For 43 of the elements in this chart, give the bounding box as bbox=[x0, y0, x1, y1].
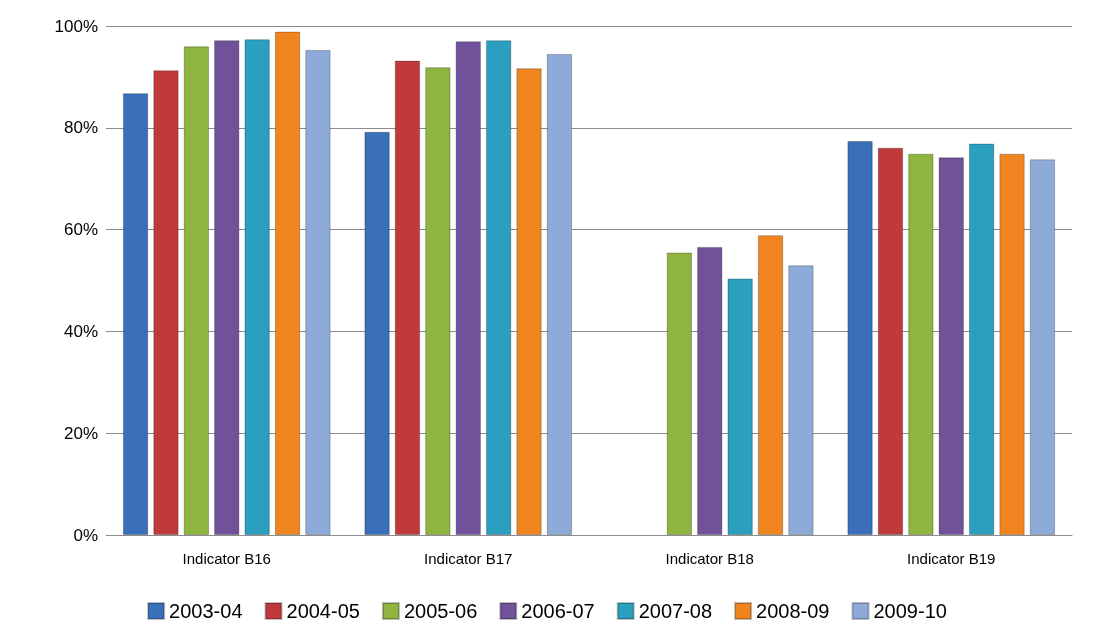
x-tick-label: Indicator B17 bbox=[424, 550, 513, 567]
y-tick-label: 20% bbox=[63, 423, 98, 443]
bar bbox=[122, 93, 149, 535]
x-tick-label: Indicator B16 bbox=[182, 550, 271, 567]
bar bbox=[425, 67, 451, 535]
y-tick-label: 100% bbox=[54, 16, 98, 36]
bar bbox=[877, 147, 904, 535]
bar bbox=[546, 54, 573, 535]
bar bbox=[214, 40, 240, 535]
bar bbox=[666, 252, 693, 535]
legend-label: 2003-04 bbox=[169, 600, 243, 622]
bar bbox=[274, 31, 301, 535]
bar bbox=[788, 265, 814, 535]
legend-label: 2007-08 bbox=[638, 600, 713, 622]
x-tick-label: Indicator B19 bbox=[907, 550, 996, 567]
bar bbox=[394, 60, 421, 535]
y-tick-label: 60% bbox=[63, 220, 98, 240]
bar bbox=[968, 143, 995, 535]
bar bbox=[516, 68, 542, 535]
bar bbox=[999, 153, 1025, 535]
bar bbox=[757, 235, 784, 535]
legend-label: 2004-05 bbox=[286, 600, 360, 622]
bar bbox=[727, 278, 753, 535]
x-tick-label: Indicator B18 bbox=[665, 550, 754, 567]
bar bbox=[364, 131, 390, 535]
y-tick-label: 40% bbox=[63, 321, 98, 341]
legend-label: 2005-06 bbox=[403, 600, 478, 622]
bar bbox=[485, 40, 512, 535]
bar bbox=[153, 70, 179, 535]
bar bbox=[455, 41, 481, 535]
legend-label: 2009-10 bbox=[873, 600, 947, 622]
bar bbox=[697, 246, 723, 535]
bar bbox=[908, 153, 934, 535]
bar bbox=[1029, 159, 1056, 535]
bar bbox=[244, 39, 270, 535]
bar bbox=[183, 46, 210, 535]
y-tick-label: 0% bbox=[73, 525, 98, 545]
y-tick-label: 80% bbox=[63, 118, 98, 138]
bar bbox=[938, 157, 964, 535]
legend-label: 2008-09 bbox=[756, 600, 830, 622]
bar bbox=[847, 141, 873, 535]
bar bbox=[305, 49, 331, 535]
legend-label: 2006-07 bbox=[521, 600, 595, 622]
